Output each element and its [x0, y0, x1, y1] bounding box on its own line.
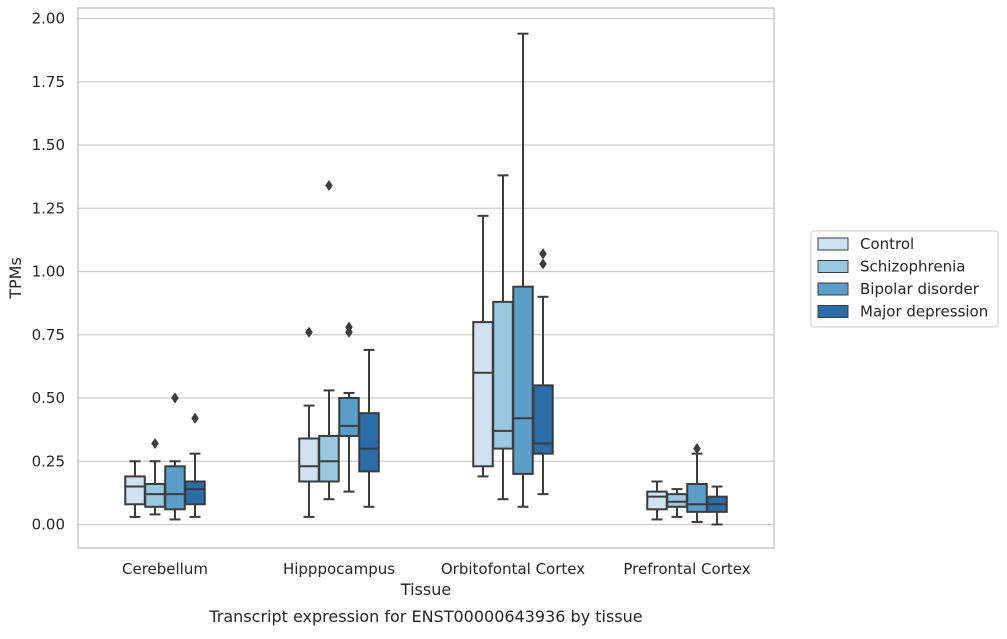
box-major-depression	[532, 248, 554, 496]
iqr-box	[512, 285, 534, 475]
box-major-depression	[706, 485, 728, 526]
iqr-box	[318, 434, 340, 483]
outlier-point	[539, 248, 547, 260]
legend-swatch	[817, 282, 849, 296]
legend-label: Bipolar disorder	[860, 280, 980, 298]
box-control	[472, 214, 494, 478]
legend-swatch	[817, 305, 849, 318]
x-tick-labels: Cerebellum Hipppocampus Orbitofontal Corte…	[122, 560, 751, 578]
box-schizophrenia	[144, 438, 166, 516]
box-major-depression	[184, 412, 206, 518]
iqr-box	[532, 384, 554, 455]
x-tick-label: Hipppocampus	[283, 560, 395, 578]
gridlines	[78, 17, 774, 526]
box-schizophrenia	[666, 488, 688, 518]
outlier-point	[539, 258, 547, 270]
outlier-point	[151, 438, 159, 450]
x-tick-label: Prefrontal Cortex	[623, 560, 750, 578]
box-major-depression	[358, 348, 380, 508]
y-tick-label: 0.00	[32, 516, 65, 534]
iqr-box	[124, 475, 146, 506]
legend-label: Control	[860, 235, 914, 253]
outlier-point	[171, 392, 179, 404]
legend-label: Major depression	[860, 303, 988, 321]
iqr-box	[472, 321, 494, 468]
iqr-box	[298, 437, 320, 483]
box-bipolar-disorder	[512, 32, 534, 508]
iqr-box	[338, 397, 360, 437]
boxes	[124, 32, 728, 526]
y-tick-label: 0.75	[32, 326, 65, 344]
iqr-box	[164, 465, 186, 511]
y-tick-label: 1.00	[32, 263, 65, 281]
chart-caption: Transcript expression for ENST0000064393…	[208, 607, 642, 626]
legend-frame	[810, 230, 999, 328]
box-bipolar-disorder	[164, 392, 186, 521]
y-tick-labels: 0.00 0.25 0.50 0.75 1.00 1.25 1.50 1.75 2.00	[32, 10, 65, 534]
x-tick-label: Orbitofontal Cortex	[441, 560, 585, 578]
y-tick-label: 0.25	[32, 452, 65, 470]
legend-label: Schizophrenia	[860, 258, 965, 276]
iqr-box	[686, 483, 708, 513]
y-axis-label: TPMs	[6, 257, 25, 300]
iqr-box	[144, 483, 166, 508]
legend-swatch	[817, 237, 849, 251]
legend-swatch	[817, 260, 849, 273]
x-axis-label: Tissue	[400, 580, 451, 599]
iqr-box	[184, 480, 206, 506]
y-tick-label: 1.25	[32, 199, 65, 217]
box-schizophrenia	[318, 179, 340, 501]
outlier-point	[305, 326, 313, 338]
outlier-point	[345, 321, 353, 333]
iqr-box	[358, 412, 380, 473]
box-control	[124, 460, 146, 518]
x-tick-label: Cerebellum	[122, 560, 208, 578]
y-tick-label: 1.75	[32, 73, 65, 91]
y-tick-label: 0.50	[32, 389, 65, 407]
box-schizophrenia	[492, 174, 514, 501]
box-control	[298, 326, 320, 518]
legend: Control Schizophrenia Bipolar disorder Majo…	[810, 230, 999, 328]
plot-frame	[77, 7, 775, 549]
y-tick-label: 2.00	[32, 10, 65, 28]
outlier-point	[191, 412, 199, 424]
outlier-point	[325, 179, 333, 191]
iqr-box	[492, 300, 514, 450]
iqr-box	[646, 490, 668, 511]
box-bipolar-disorder	[338, 321, 360, 493]
box-control	[646, 480, 668, 521]
box-bipolar-disorder	[686, 443, 708, 523]
outlier-point	[693, 443, 701, 455]
iqr-box	[666, 493, 688, 508]
y-tick-label: 1.50	[32, 136, 65, 154]
